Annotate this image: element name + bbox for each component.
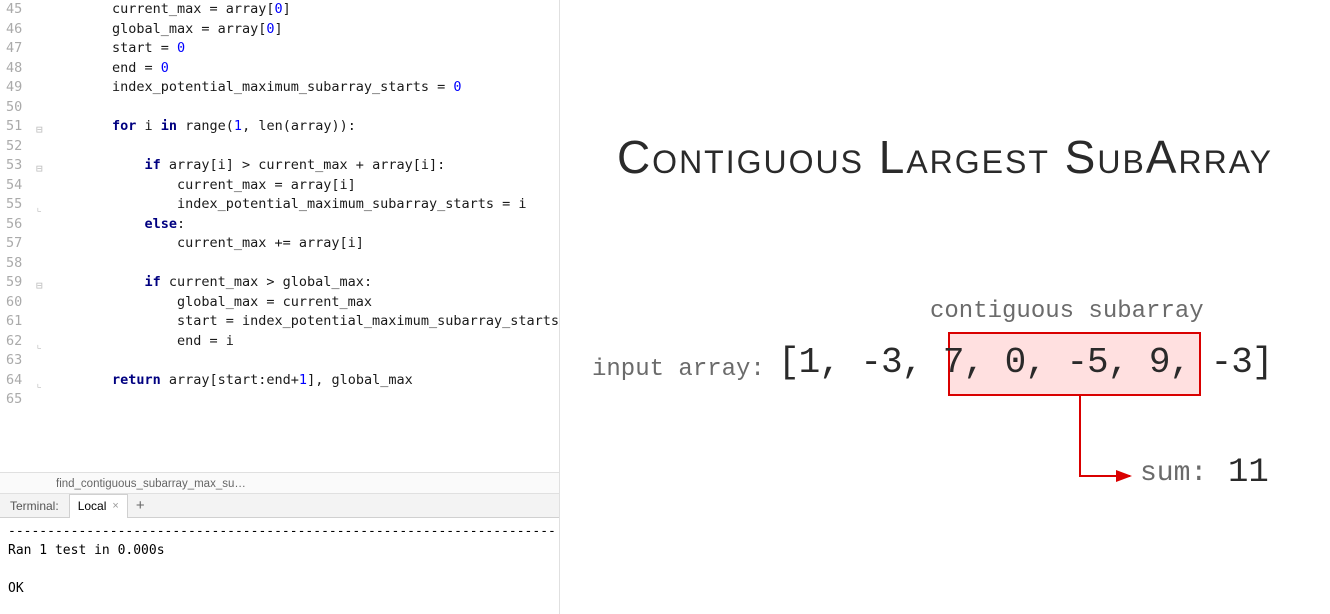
line-number: 55	[6, 195, 22, 215]
line-number: 63	[6, 351, 22, 371]
code-line[interactable]: current_max = array[i]	[47, 176, 559, 196]
terminal-tab-label: Local	[78, 494, 107, 518]
code-line[interactable]	[47, 137, 559, 157]
code-line[interactable]: start = 0	[47, 39, 559, 59]
code-line[interactable]: index_potential_maximum_subarray_starts …	[47, 78, 559, 98]
line-number: 56	[6, 215, 22, 235]
terminal-tab-local[interactable]: Local ×	[69, 494, 128, 518]
line-number: 54	[6, 176, 22, 196]
line-number: 57	[6, 234, 22, 254]
breadcrumb[interactable]: find_contiguous_subarray_max_su…	[0, 472, 559, 494]
line-number-gutter: 4546474849505152535455565758596061626364…	[0, 0, 32, 472]
fold-open-icon[interactable]: ⊟	[33, 276, 45, 296]
code-area[interactable]: current_max = array[0] global_max = arra…	[43, 0, 559, 472]
code-line[interactable]: global_max = current_max	[47, 293, 559, 313]
line-number: 50	[6, 98, 22, 118]
add-terminal-button[interactable]: +	[128, 497, 153, 514]
code-line[interactable]: for i in range(1, len(array)):	[47, 117, 559, 137]
line-number: 60	[6, 293, 22, 313]
fold-open-icon[interactable]: ⊟	[33, 159, 45, 179]
close-icon[interactable]: ×	[112, 494, 118, 518]
code-line[interactable]: start = index_potential_maximum_subarray…	[47, 312, 559, 332]
diagram-pane: Contiguous Largest SubArray contiguous s…	[560, 0, 1330, 614]
code-line[interactable]: return array[start:end+1], global_max	[47, 371, 559, 391]
subarray-label: contiguous subarray	[930, 298, 1204, 325]
fold-close-icon[interactable]: ⌞	[33, 198, 45, 218]
line-number: 61	[6, 312, 22, 332]
fold-gutter: ⊟ ⊟ ⌞ ⊟ ⌞ ⌞	[32, 0, 43, 472]
terminal-tab-bar: Terminal: Local × +	[0, 494, 559, 518]
code-line[interactable]: global_max = array[0]	[47, 20, 559, 40]
fold-open-icon[interactable]: ⊟	[33, 120, 45, 140]
code-line[interactable]	[47, 351, 559, 371]
line-number: 59	[6, 273, 22, 293]
diagram-title: Contiguous Largest SubArray	[560, 130, 1330, 184]
code-line[interactable]: else:	[47, 215, 559, 235]
line-number: 52	[6, 137, 22, 157]
fold-close-icon[interactable]: ⌞	[33, 335, 45, 355]
code-line[interactable]	[47, 254, 559, 274]
fold-close-icon[interactable]: ⌞	[33, 374, 45, 394]
code-line[interactable]: end = i	[47, 332, 559, 352]
line-number: 53	[6, 156, 22, 176]
input-array-label: input array:	[592, 356, 765, 383]
code-line[interactable]: index_potential_maximum_subarray_starts …	[47, 195, 559, 215]
line-number: 64	[6, 371, 22, 391]
code-line[interactable]	[47, 98, 559, 118]
line-number: 47	[6, 39, 22, 59]
line-number: 49	[6, 78, 22, 98]
sum-value: 11	[1228, 454, 1269, 492]
terminal-output[interactable]: ----------------------------------------…	[0, 518, 559, 614]
line-number: 58	[6, 254, 22, 274]
line-number: 48	[6, 59, 22, 79]
sum-label: sum:	[1140, 458, 1207, 489]
line-number: 62	[6, 332, 22, 352]
line-number: 46	[6, 20, 22, 40]
ide-pane: 4546474849505152535455565758596061626364…	[0, 0, 560, 614]
code-editor[interactable]: 4546474849505152535455565758596061626364…	[0, 0, 559, 472]
line-number: 51	[6, 117, 22, 137]
code-line[interactable]: current_max = array[0]	[47, 0, 559, 20]
terminal-panel-label: Terminal:	[0, 499, 69, 513]
code-line[interactable]	[47, 390, 559, 410]
code-line[interactable]: if current_max > global_max:	[47, 273, 559, 293]
code-line[interactable]: current_max += array[i]	[47, 234, 559, 254]
array-literal: [1, -3, 7, 0, -5, 9, -3]	[778, 342, 1272, 383]
line-number: 45	[6, 0, 22, 20]
line-number: 65	[6, 390, 22, 410]
code-line[interactable]: if array[i] > current_max + array[i]:	[47, 156, 559, 176]
code-line[interactable]: end = 0	[47, 59, 559, 79]
arrow-icon	[1070, 396, 1150, 486]
